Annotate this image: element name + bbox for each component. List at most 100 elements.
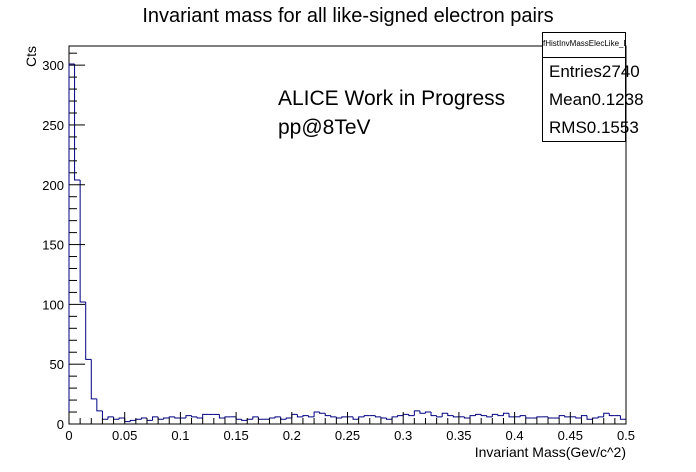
- histogram-bin: [413, 410, 420, 416]
- histogram-bin: [402, 413, 409, 416]
- y-tick-label: 300: [42, 58, 64, 73]
- histogram-bin: [113, 416, 120, 420]
- histogram-bin: [218, 414, 225, 419]
- stats-histogram-name: fHistInvMassElecLike_EMCEGA: [543, 33, 625, 58]
- x-tick-label: 0.35: [446, 428, 471, 443]
- histogram-bin: [586, 415, 593, 420]
- histogram-bin: [280, 416, 287, 420]
- histogram-bin: [475, 413, 482, 416]
- histogram-bin: [124, 418, 131, 423]
- histogram-bin: [168, 416, 175, 419]
- histogram-bin: [135, 418, 142, 421]
- histogram-bin: [157, 416, 164, 420]
- x-tick-label: 0.5: [617, 428, 635, 443]
- histogram-bin: [441, 412, 448, 417]
- histogram-bin: [497, 414, 504, 417]
- histogram-bin: [486, 415, 493, 418]
- histogram-bin: [302, 415, 309, 417]
- histogram-bin: [241, 419, 248, 421]
- histogram-bin: [224, 416, 231, 419]
- x-tick-label: 0.4: [506, 428, 524, 443]
- stats-entries-label: Entries: [549, 62, 602, 81]
- histogram-bin: [291, 413, 298, 419]
- x-tick-label: 0.1: [171, 428, 189, 443]
- histogram-bin: [107, 416, 114, 420]
- histogram-bin: [358, 416, 365, 420]
- y-tick-label: 100: [42, 297, 64, 312]
- y-axis-label: Cts: [23, 46, 39, 67]
- histogram-bin: [436, 415, 443, 418]
- histogram-bin: [480, 414, 487, 417]
- histogram-bin: [424, 411, 432, 414]
- histogram-bin: [558, 415, 565, 419]
- histogram-bin: [603, 412, 610, 417]
- histogram-bin: [235, 416, 242, 420]
- histogram-bin: [519, 415, 526, 417]
- histogram-bin: [352, 416, 359, 420]
- y-axis: 0 50 100 150 200 250 300: [42, 52, 85, 432]
- histogram-bin: [463, 416, 471, 419]
- histogram-bin: [536, 416, 543, 419]
- histogram-bin: [397, 415, 404, 417]
- histogram-bin: [324, 413, 331, 417]
- y-tick-label: 0: [57, 417, 64, 432]
- x-tick-label: 0.15: [223, 428, 248, 443]
- histogram-bin: [319, 412, 326, 414]
- histogram-bin: [174, 416, 181, 419]
- histogram-bin: [592, 417, 599, 420]
- histogram-bin: [447, 413, 454, 417]
- histogram-bin: [191, 415, 198, 418]
- x-tick-label: 0: [65, 428, 72, 443]
- histogram-bin: [257, 416, 264, 420]
- y-tick-label: 200: [42, 178, 64, 193]
- annotation-energy: pp@8TeV: [278, 116, 371, 139]
- histogram-bin: [308, 415, 315, 418]
- histogram-bin: [619, 415, 626, 420]
- histogram-bin: [79, 179, 86, 303]
- x-tick-label: 0.05: [112, 428, 137, 443]
- histogram-bin: [129, 419, 136, 422]
- stats-rms-label: RMS: [549, 118, 587, 137]
- histogram-bin: [330, 415, 337, 418]
- annotation-alice: ALICE Work in Progress: [278, 87, 505, 110]
- histogram-bin: [140, 417, 147, 420]
- histogram-bin: [90, 359, 97, 400]
- histogram-bin: [452, 415, 459, 418]
- histogram-bin: [391, 416, 398, 420]
- histogram-bin: [564, 415, 571, 418]
- y-tick-label: 250: [42, 118, 64, 133]
- histogram-bin: [419, 410, 426, 414]
- histogram-bin: [185, 415, 192, 419]
- histogram-bin: [313, 411, 320, 417]
- x-tick-label: 0.2: [283, 428, 301, 443]
- histogram-bin: [202, 413, 209, 419]
- histogram-bin: [146, 418, 153, 421]
- histogram-bin: [285, 417, 292, 420]
- x-axis: 0 0.05 0.1 0.15 0.2 0.25 0.3 0.35 0.4 0.45 0.5: [65, 412, 635, 443]
- histogram-bin: [335, 416, 342, 419]
- histogram-bin: [597, 416, 604, 419]
- histogram-bin: [502, 412, 510, 416]
- histogram-bin: [469, 415, 476, 419]
- histogram-bin: [491, 413, 498, 417]
- histogram-bin: [274, 416, 281, 419]
- stats-entries-value: 2740: [601, 62, 640, 81]
- histogram-bin: [96, 398, 103, 412]
- histogram-bin: [101, 410, 108, 420]
- x-tick-label: 0.25: [335, 428, 360, 443]
- histogram-bin: [296, 414, 303, 418]
- histogram-bin: [252, 416, 259, 420]
- stats-box: fHistInvMassElecLike_EMCEGA Entries 2740…: [542, 32, 644, 142]
- stats-rms-row: RMS 0.1553: [543, 114, 639, 142]
- histogram-bin: [580, 415, 588, 419]
- y-tick-label: 50: [50, 357, 64, 372]
- histogram-bin: [380, 416, 387, 419]
- histogram-bin: [196, 416, 203, 419]
- histogram-bin: [341, 416, 348, 419]
- x-axis-label: Invariant Mass(Gev/c^2): [475, 444, 626, 460]
- histogram-bin: [547, 416, 554, 419]
- histogram-bin: [363, 415, 370, 417]
- stats-mean-label: Mean: [549, 90, 592, 109]
- histogram-bin: [374, 415, 381, 418]
